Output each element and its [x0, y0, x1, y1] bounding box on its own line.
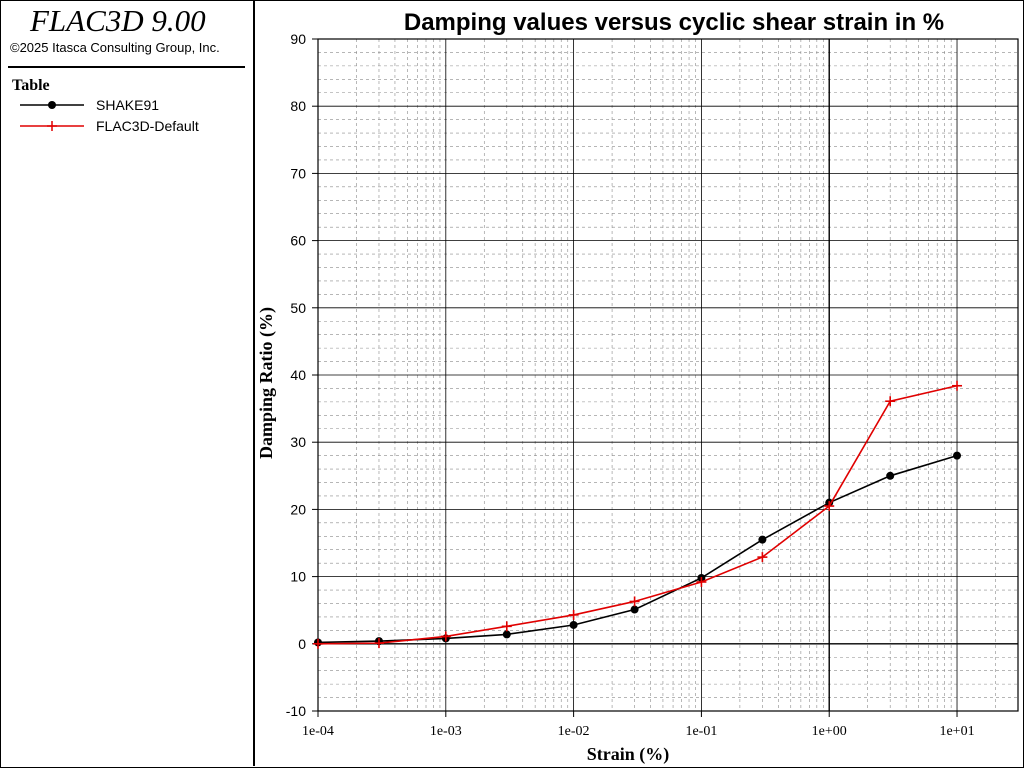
data-point-flac3d-default — [824, 501, 835, 512]
copyright-text: ©2025 Itasca Consulting Group, Inc. — [10, 40, 220, 55]
y-tick-label: 50 — [290, 300, 306, 316]
data-point-flac3d-default — [952, 380, 963, 391]
data-point-shake91 — [502, 630, 511, 639]
data-point-flac3d-default — [568, 609, 579, 620]
legend-item-flac3d-default: FLAC3D-Default — [20, 117, 250, 135]
data-point-flac3d-default — [373, 638, 384, 649]
x-tick-label: 1e-04 — [302, 724, 334, 739]
data-point-flac3d-default — [885, 396, 896, 407]
chart-title: Damping values versus cyclic shear strai… — [404, 9, 944, 36]
y-tick-label: 40 — [290, 367, 306, 383]
y-tick-label: 10 — [290, 569, 306, 585]
x-tick-label: 1e-03 — [430, 724, 462, 739]
y-tick-label: 60 — [290, 233, 306, 249]
data-point-shake91 — [758, 535, 767, 544]
series-line-flac3d-default — [317, 384, 958, 645]
y-tick-label: 20 — [290, 501, 306, 517]
chart-svg: -10 0 10 20 30 40 50 60 70 80 90 1e-04 1e-03 1e-02 1e-… — [256, 9, 1019, 765]
legend-label-flac3d-default: FLAC3D-Default — [96, 118, 199, 134]
data-point-flac3d-default — [757, 552, 768, 563]
data-point-shake91 — [886, 471, 895, 480]
y-axis-label: Damping Ratio (%) — [256, 307, 277, 459]
y-tick-label: 0 — [298, 636, 306, 652]
x-tick-label: 1e-01 — [685, 724, 717, 739]
legend-item-shake91: SHAKE91 — [20, 96, 250, 114]
data-point-flac3d-default — [440, 631, 451, 642]
y-tick-label: -10 — [286, 703, 306, 719]
data-point-shake91 — [953, 451, 962, 460]
legend-swatch-shake91 — [20, 101, 84, 109]
x-tick-label: 1e+01 — [939, 724, 974, 739]
y-tick-label: 90 — [290, 31, 306, 47]
title-divider — [8, 66, 245, 68]
app-title: FLAC3D 9.00 — [30, 3, 206, 38]
data-point-flac3d-default — [501, 621, 512, 632]
data-point-flac3d-default — [313, 638, 323, 649]
data-point-flac3d-default — [696, 576, 707, 587]
x-axis-label: Strain (%) — [587, 744, 670, 765]
legend-label-shake91: SHAKE91 — [96, 97, 160, 113]
data-point-flac3d-default — [629, 596, 640, 607]
x-tick-label: 1e-02 — [558, 724, 590, 739]
y-tick-label: 80 — [290, 98, 306, 114]
y-tick-label: 30 — [290, 434, 306, 450]
legend-panel: FLAC3D 9.00 ©2025 Itasca Consulting Grou… — [0, 0, 255, 766]
chart-area: -10 0 10 20 30 40 50 60 70 80 90 1e-04 1e-03 1e-02 1e-… — [256, 0, 1022, 766]
y-tick-label: 70 — [290, 165, 306, 181]
legend-swatch-flac3d-default — [20, 121, 84, 131]
legend-heading: Table — [12, 77, 50, 94]
series-line-shake91 — [317, 454, 958, 644]
x-tick-label: 1e+00 — [812, 724, 847, 739]
data-point-shake91 — [630, 605, 639, 614]
data-point-shake91 — [569, 620, 578, 629]
